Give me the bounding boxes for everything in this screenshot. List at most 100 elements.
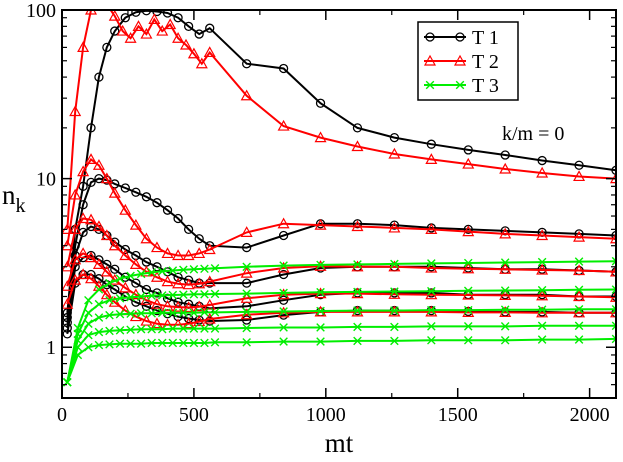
series-3-curve-1-point-3 (84, 295, 93, 305)
series-2-curve-4-point-26 (573, 290, 586, 302)
y-axis-title-subscript: k (16, 195, 26, 217)
series-2-curve-2-point-26 (573, 230, 586, 242)
series-2-curve-5-point-1 (62, 297, 74, 309)
series-3-curve-5-point-2 (73, 350, 83, 360)
series-3-curve-2-point-23 (500, 286, 510, 295)
series-2-curve-2-point-9 (129, 218, 142, 230)
series-3-curve-5-point-23 (500, 335, 510, 345)
series-3-curve-3-point-22 (463, 305, 473, 315)
series-2-curve-5-point-2 (69, 273, 82, 285)
series-2-curve-1-point-18 (195, 57, 208, 69)
series-3-curve-1-point-23 (500, 258, 510, 267)
legend-1-label: T 1 (472, 27, 499, 49)
series-3-curve-1-point-19 (353, 260, 362, 269)
series-1-curve-1-point-8 (120, 13, 130, 23)
series-1-curve-3-point-4 (86, 221, 96, 232)
series-2-curve-1-point-27 (499, 162, 512, 174)
series-3-curve-5-point-13 (189, 338, 199, 348)
series-2-curve-2-point-8 (119, 203, 132, 215)
series-1-curve-1-point-9 (131, 10, 141, 17)
series-3-curve-1-point-17 (279, 261, 288, 270)
series-1-curve-1-point-24 (500, 150, 510, 160)
series-3-curve-1-point-9 (147, 268, 156, 277)
series-3-curve-2-point-10 (157, 291, 167, 300)
series-3-curve-5-point-21 (427, 335, 436, 345)
series-3-curve-1-point-22 (463, 258, 473, 268)
series-3-curve-3-point-21 (427, 305, 436, 315)
series-3-curve-5-point-5 (105, 340, 114, 349)
series-2-curve-4-point-25 (536, 289, 549, 301)
series-2-curve-2-point-24 (499, 227, 512, 239)
series-2-curve-4-point-14 (182, 301, 195, 313)
series-1-curve-3-point-11 (152, 262, 162, 272)
series-3-curve-4-point-12 (179, 324, 188, 333)
series-3-curve-2-point-18 (316, 287, 325, 297)
series-2-curve-1-point-16 (179, 38, 193, 50)
series-2-curve-3-point-15 (193, 277, 206, 289)
series-3-curve-2-point-15 (210, 289, 220, 299)
series-2-curve-5-point-10 (140, 314, 153, 326)
series-3-curve-3-point-11 (168, 308, 178, 318)
series-2-curve-3-point-14 (182, 278, 195, 290)
series-3-curve-4-point-3 (84, 330, 93, 340)
series-1-curve-1-point-21 (389, 132, 400, 143)
series-3-curve-5-point-24 (537, 335, 547, 344)
series-1-curve-2-point-3 (78, 200, 88, 210)
y-tick-label-2: 10 (36, 169, 56, 191)
series-3-curve-3-point-10 (157, 308, 167, 318)
series-1-curve-4-point-11 (152, 288, 162, 298)
series-2-curve-1-point-15 (172, 32, 185, 43)
series-1-curve-1-point-13 (173, 13, 183, 23)
series-2-curve-3-point-6 (100, 229, 113, 241)
series-1-curve-4-point-7 (110, 264, 120, 274)
series-3-curve-4-point-25 (574, 321, 584, 331)
series-2-curve-4-point-6 (100, 265, 113, 277)
series-3-curve-1-point-14 (200, 264, 209, 274)
series-3-curve-3-point-20 (390, 306, 399, 315)
legend-2-marker-b (453, 54, 467, 66)
series-1-curve-4-point-18 (278, 295, 289, 305)
series-3-curve-5-point-26 (611, 334, 616, 344)
series-2-curve-5-point-3 (77, 268, 90, 280)
series-2-curve-2-point-2 (69, 188, 82, 200)
series-2-curve-1-point-9 (124, 32, 137, 43)
series-3-curve-2-point-8 (136, 292, 146, 301)
series-2-curve-1-point-6 (102, 0, 112, 8)
series-2-curve-4-point-23 (462, 288, 475, 300)
series-3-curve-3-point-23 (500, 305, 510, 314)
series-1-curve-1-point-23 (463, 145, 473, 155)
series-2-curve-5-point-6 (100, 288, 113, 300)
series-2-curve-4-point-15 (193, 300, 206, 312)
series-3-curve-5-point-15 (210, 337, 220, 347)
series-2-curve-1-point-29 (573, 170, 586, 182)
series-3-curve-5-point-16 (242, 337, 251, 347)
series-1-curve-1-point-5 (94, 72, 104, 82)
series-3-curve-1-line (66, 260, 616, 383)
series-2-curve-1-point-17 (187, 47, 200, 59)
series-2-curve-5-point-11 (150, 317, 163, 329)
series-1-curve-2-line (66, 177, 616, 318)
series-2-curve-3-point-7 (108, 239, 121, 251)
series-2-curve-1-point-8 (116, 24, 129, 36)
axis-layer: 0 500 1000 1500 2000 1 10 100 (26, 0, 616, 426)
series-3-curve-2-point-25 (574, 285, 584, 295)
series-3-curve-5-point-6 (115, 339, 125, 348)
series-3-curve-5-point-14 (200, 338, 209, 348)
x-axis-title: mt (325, 428, 354, 457)
series-3-curve-3-point-7 (126, 309, 135, 319)
y-axis-title: nk (2, 180, 26, 217)
series-3-curve-1-point-15 (210, 263, 220, 273)
series-2-curve-5-point-4 (84, 272, 98, 284)
series-1-curve-1-point-17 (242, 59, 252, 69)
series-1-curve-2-point-13 (173, 213, 183, 224)
series-3-curve-3-point-3 (84, 319, 93, 328)
series-1-curve-1-point-27 (611, 165, 616, 175)
series-3-curve-2-point-19 (353, 287, 362, 297)
series-3-curve-3-point-13 (189, 308, 199, 318)
series-1-curve-2-point-18 (278, 230, 289, 241)
series-3-curve-1-point-13 (189, 264, 199, 274)
series-3-curve-3-point-14 (200, 308, 209, 317)
series-3-curve-4-point-13 (189, 324, 199, 333)
series-1-curve-5-point-1 (62, 329, 72, 339)
series-2-curve-3-point-2 (69, 223, 82, 234)
